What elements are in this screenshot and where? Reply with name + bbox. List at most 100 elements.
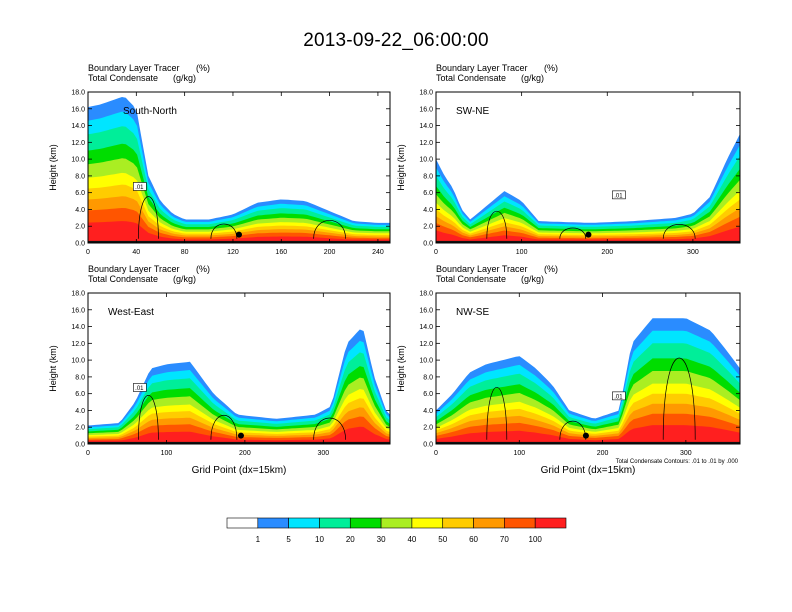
x-tick-label: 160 [275, 249, 287, 256]
contour-line [662, 224, 696, 239]
y-tick-label: 18.0 [419, 291, 433, 298]
terrain [436, 240, 740, 243]
colorbar-swatch [257, 517, 289, 529]
tracer-level-2 [88, 111, 390, 243]
location-marker [236, 231, 242, 238]
x-tick-label: 120 [227, 249, 239, 256]
contour-line [662, 357, 696, 440]
colorbar-swatch [534, 517, 567, 529]
y-tick-label: 14.0 [419, 324, 433, 331]
x-tick-label: 0 [434, 450, 438, 457]
terrain [436, 441, 740, 444]
panel-header-condensate-label: Total Condensate [88, 274, 158, 284]
panel-header-condensate-unit: (g/kg) [173, 73, 196, 83]
colorbar-label: 1 [256, 535, 261, 544]
y-tick-label: 8.0 [423, 374, 433, 381]
contour-note: Total Condensate Contours: .01 to .01 by… [616, 459, 739, 465]
contour-line [138, 395, 159, 440]
location-marker [582, 432, 589, 439]
x-tick-label: 200 [239, 450, 251, 457]
panel-2: Boundary Layer Tracer (%) Total Condensate… [396, 63, 741, 256]
x-axis-label: Grid Point (dx=15km) [192, 465, 287, 476]
y-axis-label: Height (km) [48, 345, 58, 392]
panel-header-tracer-label: Boundary Layer Tracer [88, 63, 180, 73]
terrain [88, 441, 390, 444]
y-tick-label: 14.0 [419, 123, 433, 130]
tracer-level-3 [88, 126, 390, 243]
plot-frame [87, 91, 391, 244]
tracer-fill [88, 97, 390, 243]
y-axis-label: Height (km) [396, 345, 406, 392]
y-tick-label: 12.0 [71, 341, 85, 348]
y-tick-label: 0.0 [75, 442, 85, 449]
panel-header-condensate-label: Total Condensate [88, 73, 158, 83]
tracer-fill [436, 133, 740, 243]
contour-label-box [133, 383, 147, 392]
y-tick-label: 14.0 [71, 324, 85, 331]
y-tick-label: 12.0 [71, 140, 85, 147]
tracer-level-10 [88, 426, 390, 444]
main-title: 2013-09-22_06:00:00 [303, 30, 489, 51]
y-tick-label: 18.0 [71, 90, 85, 97]
panel-header-tracer-label: Boundary Layer Tracer [88, 264, 180, 274]
y-tick-label: 4.0 [75, 408, 85, 415]
colorbar-label: 30 [377, 535, 386, 544]
y-tick-label: 18.0 [419, 90, 433, 97]
panel-header-tracer-unit: (%) [544, 264, 558, 274]
y-axis-label: Height (km) [396, 144, 406, 191]
tracer-level-10 [436, 425, 740, 444]
x-tick-label: 100 [513, 450, 525, 457]
y-tick-label: 12.0 [419, 140, 433, 147]
y-tick-label: 16.0 [419, 106, 433, 113]
contour-label-box [133, 182, 147, 191]
plot-frame [435, 292, 741, 445]
y-tick-label: 6.0 [423, 391, 433, 398]
tracer-level-4 [88, 143, 390, 243]
y-tick-label: 16.0 [71, 307, 85, 314]
condensate-contours [138, 395, 346, 440]
x-tick-label: 100 [161, 450, 173, 457]
tracer-level-1 [88, 97, 390, 243]
panel-header-condensate-unit: (g/kg) [521, 73, 544, 83]
y-tick-label: 14.0 [71, 123, 85, 130]
colorbar-swatch [349, 517, 382, 529]
contour-line [138, 196, 159, 239]
x-tick-label: 100 [516, 249, 528, 256]
y-tick-label: 2.0 [75, 224, 85, 231]
y-tick-label: 10.0 [419, 157, 433, 164]
x-tick-label: 0 [86, 450, 90, 457]
panel-3: Boundary Layer Tracer (%) Total Condensate… [48, 264, 391, 476]
y-tick-label: 8.0 [423, 173, 433, 180]
colorbar-swatch [319, 517, 351, 529]
contour-line [486, 387, 508, 440]
colorbar-label: 5 [286, 535, 291, 544]
contour-line [486, 210, 508, 239]
x-tick-label: 200 [324, 249, 336, 256]
panel-4: Boundary Layer Tracer (%) Total Condensate… [396, 264, 741, 476]
panel-label: South-North [123, 106, 177, 117]
contour-line [559, 227, 587, 239]
panel-1: Boundary Layer Tracer (%) Total Condensate… [48, 63, 391, 256]
y-tick-label: 2.0 [423, 224, 433, 231]
x-tick-label: 300 [317, 450, 329, 457]
colorbar-label: 10 [315, 535, 324, 544]
colorbar-label: 60 [469, 535, 478, 544]
x-tick-label: 0 [86, 249, 90, 256]
y-tick-label: 0.0 [423, 241, 433, 248]
colorbar-label: 40 [407, 535, 416, 544]
y-tick-label: 8.0 [75, 374, 85, 381]
tracer-level-5 [88, 158, 390, 243]
contour-label: .01 [614, 394, 623, 400]
colorbar-label: 100 [529, 535, 543, 544]
x-tick-label: 40 [132, 249, 140, 256]
y-tick-label: 12.0 [419, 341, 433, 348]
x-tick-label: 300 [687, 249, 699, 256]
panel-header-tracer-label: Boundary Layer Tracer [436, 63, 528, 73]
condensate-contours [486, 210, 696, 239]
panel-header-tracer-unit: (%) [196, 63, 210, 73]
panel-label: NW-SE [456, 307, 489, 318]
panel-header-tracer-unit: (%) [196, 264, 210, 274]
panel-header-tracer-unit: (%) [544, 63, 558, 73]
colorbar-swatch [226, 517, 259, 529]
